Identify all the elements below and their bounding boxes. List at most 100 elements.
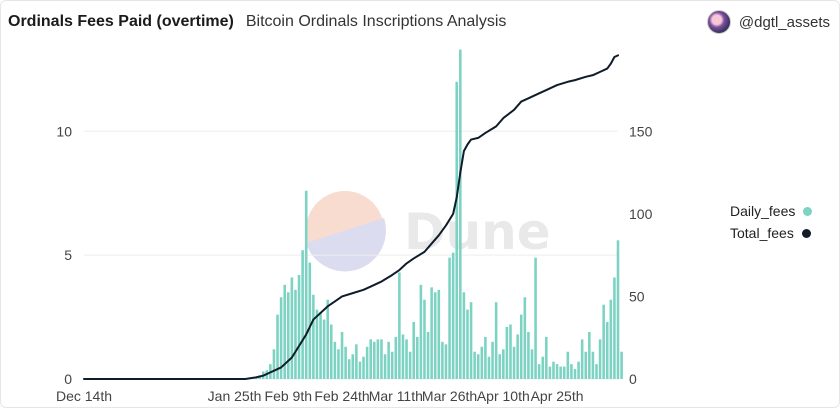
chart-title: Ordinals Fees Paid (overtime) [8, 13, 234, 30]
bar-daily-fees [373, 341, 376, 379]
bar-daily-fees [620, 351, 623, 379]
bar-daily-fees [437, 289, 441, 379]
bar-daily-fees [491, 341, 494, 379]
avatar[interactable] [706, 10, 731, 34]
bar-daily-fees [584, 351, 588, 379]
legend-label-daily-fees: Daily_fees [730, 203, 796, 219]
bar-daily-fees [340, 331, 344, 379]
bar-daily-fees [570, 364, 573, 379]
line-total-fees [83, 54, 619, 380]
watermark-text: Dune [404, 203, 551, 261]
bar-daily-fees [562, 366, 566, 379]
bar-daily-fees [376, 339, 380, 379]
bar-daily-fees [387, 341, 390, 379]
bar-daily-fees [301, 250, 304, 379]
bar-daily-fees [297, 274, 301, 379]
bar-daily-fees [401, 334, 405, 379]
bar-daily-fees [480, 346, 484, 379]
bar-daily-fees [466, 309, 469, 379]
bar-daily-fees [337, 349, 340, 379]
legend-dot-total-fees [801, 228, 811, 238]
bar-daily-fees [380, 339, 383, 379]
bar-daily-fees [523, 297, 527, 379]
bar-daily-fees [502, 349, 505, 379]
bar-daily-fees [541, 356, 545, 379]
bar-daily-fees [509, 324, 512, 379]
bar-daily-fees [448, 257, 451, 379]
bar-daily-fees [505, 326, 509, 379]
bar-daily-fees [580, 339, 584, 379]
y-left-tick-label: 0 [64, 371, 72, 387]
bar-daily-fees [322, 319, 326, 379]
bar-daily-fees [441, 341, 444, 379]
bar-daily-fees [333, 341, 337, 379]
bar-daily-fees [433, 292, 437, 379]
bar-daily-fees [595, 364, 598, 379]
bar-daily-fees [330, 324, 333, 379]
bar-daily-fees [605, 322, 609, 379]
y-right-tick-label: 50 [629, 288, 645, 304]
bar-daily-fees [362, 356, 365, 379]
bar-daily-fees [347, 359, 351, 379]
bar-daily-fees [426, 331, 430, 379]
bar-daily-fees [294, 289, 297, 379]
bar-daily-fees [344, 346, 347, 379]
legend-item-total-fees[interactable]: Total_fees [730, 222, 812, 244]
x-tick-label: Apr 25th [531, 388, 584, 404]
bar-daily-fees [573, 369, 577, 379]
bar-daily-fees [469, 302, 473, 379]
bar-daily-fees [537, 364, 541, 379]
author-link[interactable]: @dgtl_assets [706, 9, 830, 35]
bar-daily-fees [430, 287, 433, 379]
bar-daily-fees [591, 351, 595, 379]
y-right-tick-label: 0 [629, 371, 637, 387]
dune-watermark: Dune [306, 191, 551, 272]
author-name[interactable]: @dgtl_assets [738, 13, 830, 31]
x-tick-label: Feb 9th [265, 388, 312, 404]
bar-daily-fees [272, 349, 276, 379]
bar-daily-fees [394, 336, 398, 379]
bar-daily-fees [609, 299, 613, 379]
bar-daily-fees [308, 262, 312, 379]
legend-item-daily-fees[interactable]: Daily_fees [730, 200, 813, 222]
bar-daily-fees [534, 257, 537, 379]
bar-daily-fees [527, 331, 530, 379]
chart-legend: Daily_fees Total_fees [730, 200, 813, 244]
bar-daily-fees [369, 339, 372, 379]
bar-daily-fees [516, 334, 519, 379]
bar-daily-fees [290, 277, 294, 379]
bar-daily-fees [383, 354, 387, 379]
y-left-tick-label: 5 [64, 247, 72, 263]
y-left-tick-label: 10 [56, 123, 72, 139]
bar-daily-fees [312, 294, 315, 379]
y-right-tick-label: 150 [629, 123, 653, 139]
bar-daily-fees [412, 322, 416, 379]
bar-daily-fees [423, 299, 426, 379]
legend-label-total-fees: Total_fees [730, 225, 794, 241]
bar-daily-fees [355, 344, 358, 379]
bar-daily-fees [444, 344, 448, 379]
bar-daily-fees [588, 331, 591, 379]
bar-daily-fees [398, 272, 401, 379]
bar-daily-fees [283, 284, 286, 379]
bar-daily-fees [602, 304, 605, 379]
bar-daily-fees [552, 361, 555, 379]
bar-daily-fees [566, 351, 570, 379]
bar-daily-fees [419, 284, 423, 379]
bar-daily-fees [473, 351, 476, 379]
bar-daily-fees [548, 366, 552, 379]
bar-daily-fees [276, 314, 279, 379]
dune-logo-lower [306, 218, 386, 272]
chart-subtitle: Bitcoin Ordinals Inscriptions Analysis [245, 13, 507, 30]
bar-daily-fees [459, 49, 462, 379]
x-tick-label: Mar 11th [369, 388, 423, 404]
x-tick-label: Jan 25th [208, 388, 262, 404]
x-tick-label: Feb 24th [314, 388, 369, 404]
bar-daily-fees [351, 354, 355, 379]
bar-daily-fees [476, 354, 480, 379]
bar-daily-fees [545, 336, 548, 379]
chart-header: Ordinals Fees Paid (overtime) Bitcoin Or… [8, 10, 506, 34]
y-right-tick-label: 100 [629, 206, 653, 222]
bar-daily-fees [555, 364, 559, 379]
bar-daily-fees [365, 346, 369, 379]
